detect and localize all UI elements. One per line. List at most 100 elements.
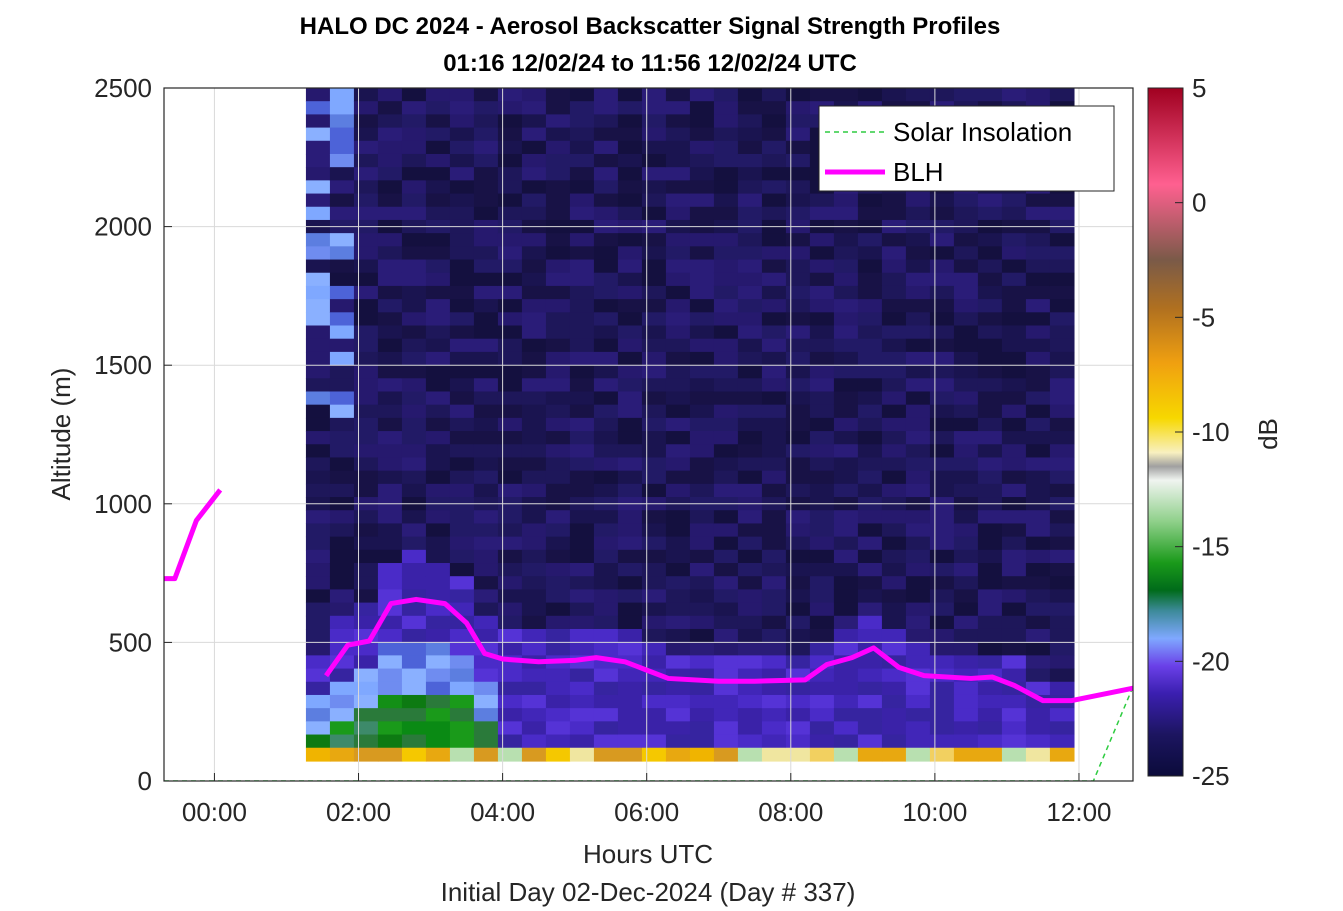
heatmap-surface-cell xyxy=(497,747,523,762)
heatmap-cell xyxy=(929,655,955,670)
heatmap-cell xyxy=(521,88,547,102)
heatmap-cell xyxy=(761,272,787,287)
heatmap-cell xyxy=(1001,523,1027,538)
heatmap-cell xyxy=(377,153,403,168)
heatmap-cell xyxy=(617,167,643,181)
heatmap-cell xyxy=(473,391,499,406)
heatmap-cell xyxy=(401,246,427,261)
heatmap-cell xyxy=(977,378,1003,393)
heatmap-cell xyxy=(857,721,883,736)
heatmap-cell xyxy=(449,431,475,445)
heatmap-cell xyxy=(929,206,955,221)
heatmap-cell xyxy=(905,457,931,472)
heatmap-cell xyxy=(881,365,907,379)
heatmap-cell xyxy=(473,602,499,617)
heatmap-cell xyxy=(473,483,499,498)
heatmap-cell xyxy=(641,153,667,168)
heatmap-cell xyxy=(473,246,499,261)
heatmap-cell xyxy=(953,655,979,670)
heatmap-cell xyxy=(1001,88,1027,102)
heatmap-cell xyxy=(689,391,715,406)
heatmap-cell xyxy=(401,549,427,564)
heatmap-cell xyxy=(689,457,715,472)
heatmap-cell xyxy=(353,576,379,590)
heatmap-cell xyxy=(305,325,331,340)
heatmap-cell xyxy=(641,615,667,630)
heatmap-cell xyxy=(809,576,835,590)
heatmap-cell xyxy=(521,431,547,445)
heatmap-cell xyxy=(329,246,355,261)
heatmap-cell xyxy=(545,549,571,564)
heatmap-cell xyxy=(809,642,835,656)
heatmap-cell xyxy=(905,312,931,327)
x-tick-label: 04:00 xyxy=(470,797,535,827)
heatmap-cell xyxy=(881,444,907,459)
heatmap-cell xyxy=(737,470,763,485)
heatmap-cell xyxy=(713,602,739,617)
heatmap-cell xyxy=(617,510,643,525)
heatmap-cell xyxy=(1025,193,1051,208)
colorbar-tick-label: 5 xyxy=(1192,73,1206,103)
heatmap-cell xyxy=(545,206,571,221)
heatmap-cell xyxy=(833,285,859,300)
heatmap-cell xyxy=(569,88,595,102)
heatmap-cell xyxy=(353,180,379,195)
heatmap-cell xyxy=(569,694,595,709)
heatmap-cell xyxy=(497,127,523,142)
heatmap-cell xyxy=(425,681,451,696)
heatmap-cell xyxy=(641,365,667,379)
heatmap-cell xyxy=(593,668,619,683)
heatmap-cell xyxy=(881,378,907,393)
heatmap-cell xyxy=(1001,642,1027,656)
heatmap-surface-cell xyxy=(977,747,1003,762)
heatmap-cell xyxy=(737,153,763,168)
heatmap-cell xyxy=(929,734,955,749)
heatmap-cell xyxy=(497,351,523,366)
heatmap-cell xyxy=(665,101,691,115)
heatmap-cell xyxy=(305,246,331,261)
heatmap-cell xyxy=(665,246,691,261)
heatmap-cell xyxy=(737,299,763,313)
heatmap-cell xyxy=(617,206,643,221)
heatmap-cell xyxy=(929,285,955,300)
heatmap-cell xyxy=(761,708,787,722)
heatmap-cell xyxy=(497,708,523,722)
heatmap-cell xyxy=(785,444,811,459)
heatmap-cell xyxy=(809,510,835,525)
heatmap-cell xyxy=(833,365,859,379)
heatmap-cell xyxy=(857,391,883,406)
heatmap-cell xyxy=(377,312,403,327)
heatmap-cell xyxy=(881,483,907,498)
heatmap-cell xyxy=(617,272,643,287)
heatmap-cell xyxy=(689,338,715,353)
heatmap-cell xyxy=(497,431,523,445)
heatmap-cell xyxy=(473,668,499,683)
heatmap-cell xyxy=(881,549,907,564)
heatmap-cell xyxy=(617,444,643,459)
heatmap-cell xyxy=(425,417,451,432)
heatmap-cell xyxy=(665,589,691,604)
heatmap-cell xyxy=(689,101,715,115)
heatmap-cell xyxy=(737,391,763,406)
heatmap-cell xyxy=(305,655,331,670)
heatmap-cell xyxy=(617,338,643,353)
heatmap-cell xyxy=(785,628,811,643)
heatmap-cell xyxy=(689,628,715,643)
heatmap-cell xyxy=(593,589,619,604)
heatmap-cell xyxy=(593,470,619,485)
heatmap-cell xyxy=(329,615,355,630)
heatmap-cell xyxy=(353,655,379,670)
heatmap-cell xyxy=(377,510,403,525)
heatmap-cell xyxy=(977,536,1003,551)
heatmap-cell xyxy=(545,140,571,155)
heatmap-cell xyxy=(833,694,859,709)
heatmap-cell xyxy=(425,365,451,379)
heatmap-cell xyxy=(1025,589,1051,604)
heatmap-cell xyxy=(881,708,907,722)
heatmap-cell xyxy=(497,246,523,261)
heatmap-cell xyxy=(353,325,379,340)
heatmap-cell xyxy=(929,457,955,472)
heatmap-cell xyxy=(425,140,451,155)
y-tick-label: 1000 xyxy=(94,489,152,519)
heatmap-cell xyxy=(833,628,859,643)
